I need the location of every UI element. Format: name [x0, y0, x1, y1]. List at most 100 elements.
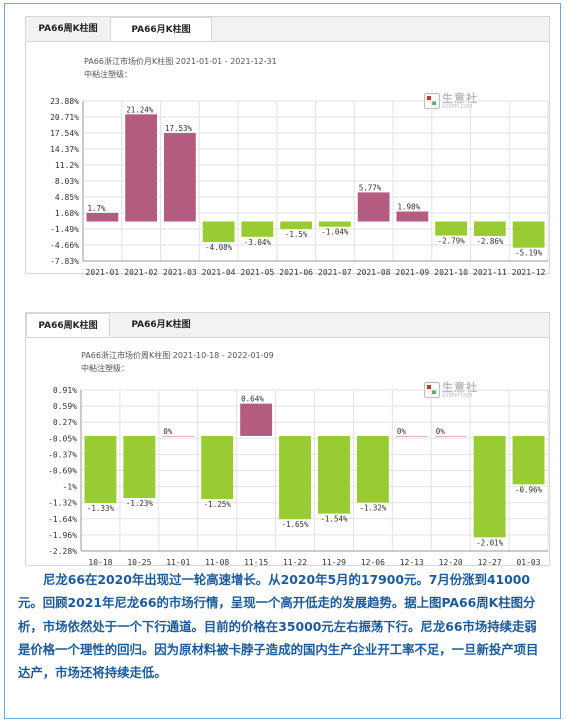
x-tick-label: 2021-09 [396, 268, 430, 277]
bar [86, 212, 119, 222]
y-tick-label: 0.27% [53, 418, 77, 427]
bar-value-label: -0.96% [515, 485, 543, 494]
bar-value-label: -1.65% [281, 520, 309, 529]
bar [395, 435, 428, 437]
weekly-chart-panel: PA66周K柱图 PA66月K柱图 PA66浙江市场价周K柱图 2021-10-… [25, 312, 550, 567]
chart1-subtitle: 中粘注塑级： [84, 70, 132, 79]
monthly-bar-chart: 23.88% 20.71% 17.54% 14.37% 11.2% 8.03% 4.85% 1… [50, 97, 549, 277]
x-tick-label: 10-18 [88, 558, 112, 567]
x-tick-label: 2021-06 [279, 268, 313, 277]
x-tick-label: 01-03 [516, 558, 540, 567]
bar-value-label: 1.7% [87, 204, 106, 213]
y-tick-label: -4.66% [50, 241, 79, 250]
x-tick-label: 2021-01 [86, 268, 120, 277]
bar [357, 192, 390, 222]
chart1-tab-bar: PA66周K柱图 PA66月K柱图 [26, 17, 549, 42]
bar [241, 221, 274, 237]
chart2-watermark-logo: 生意社 100PPI.COM [424, 379, 494, 405]
y-tick-label: -2.28% [48, 547, 77, 556]
x-tick-label: 11-29 [322, 558, 346, 567]
tab-weekly-k[interactable]: PA66周K柱图 [38, 24, 98, 34]
bar-value-label: -1.04% [321, 228, 349, 237]
bar-value-label: -1.5% [285, 230, 308, 239]
bar [512, 435, 545, 485]
bar-value-label: 0% [397, 427, 407, 436]
bar-value-label: -3.04% [244, 238, 272, 247]
bar-value-label: -1.54% [320, 515, 348, 524]
logo-text: 生意社 [442, 92, 478, 105]
x-tick-label: 10-25 [127, 558, 151, 567]
y-tick-label: -0.05% [48, 434, 77, 443]
x-tick-label: 12-13 [400, 558, 424, 567]
x-tick-label: 2021-08 [357, 268, 391, 277]
bar [280, 221, 313, 230]
y-tick-label: 20.71% [50, 113, 79, 122]
chart2-tab-bar: PA66周K柱图 PA66月K柱图 [26, 313, 549, 338]
bar-value-label: -1.25% [204, 500, 232, 509]
x-tick-label: 12-20 [439, 558, 463, 567]
bar [163, 133, 196, 222]
chart2-subtitle: 中粘注塑级： [81, 364, 129, 373]
y-tick-label: -1.32% [48, 499, 77, 508]
bar [473, 221, 506, 236]
y-tick-label: -0.69% [48, 467, 77, 476]
bar [435, 221, 468, 236]
bar [434, 435, 467, 437]
y-tick-label: -1.49% [50, 225, 79, 234]
bar-value-label: -1.33% [87, 504, 115, 513]
x-tick-label: 11-15 [244, 558, 268, 567]
y-tick-label: -1.96% [48, 531, 77, 540]
bar-value-label: 5.77% [359, 183, 382, 192]
bar [396, 211, 429, 222]
x-tick-label: 2021-10 [434, 268, 468, 277]
y-tick-label: -0.37% [48, 450, 77, 459]
x-tick-label: 2021-07 [318, 268, 352, 277]
logo-text: 生意社 [442, 381, 478, 394]
y-tick-label: 0.91% [53, 386, 77, 395]
bar [240, 403, 273, 436]
bar [125, 114, 158, 222]
bar [318, 221, 351, 227]
bar-value-label: -5.19% [515, 249, 543, 258]
bar-value-label: 0.64% [241, 395, 264, 404]
y-tick-label: 14.37% [50, 145, 79, 154]
chart2-title: PA66浙江市场价周K柱图 2021-10-18 - 2022-01-09 [81, 351, 274, 360]
y-tick-label: -1.64% [48, 515, 77, 524]
bar-value-label: 0% [436, 427, 446, 436]
weekly-bar-chart: 0.91% 0.59% 0.27% -0.05% -0.37% -0.69% -1% -1.3… [48, 386, 549, 567]
paragraph-text: 尼龙66在2020年出现过一轮高速增长。从2020年5月的17900元。7月份涨… [18, 572, 539, 681]
bar-value-label: -2.01% [476, 538, 504, 547]
x-tick-label: 2021-05 [241, 268, 275, 277]
bar [123, 435, 156, 499]
x-tick-label: 2021-04 [202, 268, 236, 277]
tab-weekly-k[interactable]: PA66周K柱图 [26, 313, 110, 337]
x-tick-label: 2021-11 [473, 268, 507, 277]
y-tick-label: 8.03% [55, 177, 79, 186]
x-tick-label: 12-27 [478, 558, 502, 567]
bar [84, 435, 117, 504]
bar-value-label: -4.08% [205, 243, 233, 252]
x-tick-label: 12-06 [361, 558, 385, 567]
x-tick-label: 2021-02 [124, 268, 158, 277]
x-tick-label: 2021-12 [512, 268, 546, 277]
chart1-title: PA66浙江市场价月K柱图 2021-01-01 - 2021-12-31 [84, 57, 277, 66]
x-tick-label: 11-08 [205, 558, 229, 567]
tab-monthly-k[interactable]: PA66月K柱图 [131, 320, 191, 330]
bar-value-label: -1.23% [126, 499, 154, 508]
bar-value-label: 21.24% [126, 105, 154, 114]
bar-value-label: -1.32% [359, 504, 387, 513]
y-tick-label: -1% [63, 483, 78, 492]
x-tick-label: 11-22 [283, 558, 307, 567]
y-tick-label: 17.54% [50, 129, 79, 138]
logo-subtext: 100PPI.COM [442, 393, 473, 399]
bar [162, 435, 195, 437]
bar [202, 221, 235, 243]
bar-value-label: 17.53% [165, 124, 193, 133]
tab-monthly-k[interactable]: PA66月K柱图 [110, 17, 212, 41]
bar [356, 435, 389, 503]
bar [512, 221, 545, 248]
bar-value-label: -2.86% [476, 237, 504, 246]
logo-subtext: 100PPI.COM [442, 104, 473, 110]
bar [473, 435, 506, 538]
monthly-chart-panel: PA66周K柱图 PA66月K柱图 PA66浙江市场价月K柱图 2021-01-… [25, 16, 550, 277]
